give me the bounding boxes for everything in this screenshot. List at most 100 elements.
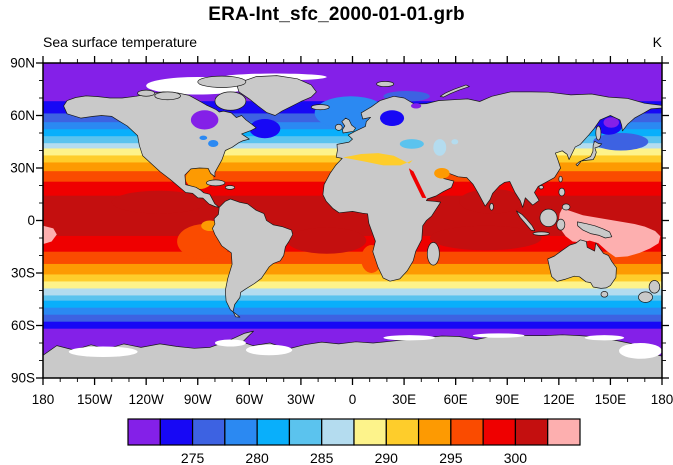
land-nz-north-island (648, 280, 661, 294)
aral-sea (451, 139, 459, 145)
y-tick-label: 90S (11, 371, 35, 386)
colorbar-tick-label: 300 (504, 450, 528, 465)
x-tick-label: 60W (235, 392, 263, 407)
land-sakhalin (595, 125, 602, 141)
land-australia (547, 239, 617, 289)
y-tick-label: 30N (10, 161, 35, 176)
peninsula-ice-white (214, 339, 246, 347)
land-japan (575, 140, 603, 167)
nw-pacific-oyashio-cold (593, 133, 649, 151)
amundsen-ice-white (68, 346, 138, 357)
colorbar-swatch (417, 418, 452, 446)
land-madagascar (426, 242, 440, 266)
colorbar-swatch (127, 418, 161, 446)
colorbar-tick-label: 275 (181, 450, 205, 465)
map-area (43, 63, 662, 378)
colorbar-swatch (482, 418, 517, 446)
field-name-label: Sea surface temperature (43, 34, 198, 50)
eastant-ice-white-3 (584, 335, 625, 341)
bengal-arabian-warm (459, 189, 525, 214)
colorbar-tick-label: 295 (439, 450, 463, 465)
colorbar-swatch (514, 418, 549, 446)
y-tick-label: 60N (10, 108, 35, 123)
labrador-cold (249, 119, 281, 139)
land-luzon (558, 187, 566, 197)
land-svalbard (376, 81, 395, 87)
x-tick-label: 150E (595, 392, 627, 407)
land-borneo (539, 208, 558, 227)
land-taiwan (558, 175, 563, 183)
baltic-sea (380, 110, 405, 126)
land-cuba (205, 179, 226, 187)
caspian-sea (433, 139, 447, 156)
y-tick-label: 30S (11, 266, 35, 281)
east-pacific-warm (111, 190, 207, 214)
land-banks-island (137, 89, 156, 97)
colorbar-swatch (547, 418, 581, 446)
colorbar: 275 280 285 290 295 300 (127, 418, 581, 465)
land-sulawesi (556, 218, 566, 231)
plot-title: ERA-Int_sfc_2000-01-01.grb (208, 4, 465, 25)
colorbar-swatch (224, 418, 258, 446)
land-java (532, 231, 550, 236)
colorbar-tick-label: 290 (375, 450, 399, 465)
x-tick-label: 120W (129, 392, 165, 407)
hudson-bay (190, 110, 219, 130)
colorbar-swatch (191, 418, 226, 446)
colorbar-tick-label: 280 (245, 450, 269, 465)
colorbar-tick-label: 285 (310, 450, 334, 465)
weddell-ice-white (245, 344, 293, 356)
sst-band (43, 263, 662, 276)
x-tick-label: 30E (392, 392, 416, 407)
x-tick-label: 180 (32, 392, 55, 407)
great-lakes-west (199, 135, 208, 140)
x-tick-label: 180 (651, 392, 673, 407)
land-sri-lanka (489, 202, 494, 211)
x-tick-label: 150W (77, 392, 113, 407)
sst-band (43, 300, 662, 309)
colorbar-swatch (159, 418, 194, 446)
sst-band (43, 288, 662, 297)
land-afro-eurasia (322, 91, 662, 282)
y-tick-label: 90N (10, 56, 35, 71)
land-ellesmere-island (197, 75, 247, 88)
land-iceland (310, 104, 330, 111)
sst-band (43, 295, 662, 302)
sst-band (43, 307, 662, 316)
x-tick-label: 0 (349, 392, 357, 407)
persian-gulf (434, 168, 450, 179)
x-tick-label: 60E (444, 392, 468, 407)
land-victoria-island (154, 91, 181, 101)
land-ireland (334, 123, 343, 131)
south-indian-warm (429, 225, 542, 251)
great-lakes-east (208, 140, 219, 147)
ross-ice-white (619, 343, 662, 359)
x-tick-label: 90E (495, 392, 519, 407)
mediterranean-sea (343, 153, 413, 166)
okhotsk-core-cold (603, 117, 620, 128)
sst-band (43, 274, 662, 283)
white-sea (410, 103, 422, 109)
y-tick-label: 0 (27, 213, 35, 228)
land-nz-south-island (638, 291, 653, 303)
land-sumatra (516, 210, 536, 232)
axes (36, 56, 669, 385)
x-tick-label: 30W (287, 392, 315, 407)
colorbar-swatch (321, 418, 355, 446)
colorbar-swatch (256, 418, 291, 446)
black-sea (399, 139, 424, 149)
sst-band (43, 314, 662, 323)
land-greenland (236, 75, 317, 116)
x-tick-label: 120E (543, 392, 575, 407)
eastant-ice-white-2 (472, 333, 525, 338)
warm-pool-dateline-wrap (43, 225, 57, 245)
land-hainan (538, 185, 544, 190)
y-tick-label: 60S (11, 318, 35, 333)
land-south-america (212, 198, 294, 318)
x-tick-label: 90W (184, 392, 212, 407)
land-novaya-zemlya (439, 84, 470, 98)
land-baffin-island (214, 91, 247, 111)
colorbar-swatch (288, 418, 323, 446)
land-mindanao (561, 203, 571, 211)
sst-band (43, 321, 662, 330)
